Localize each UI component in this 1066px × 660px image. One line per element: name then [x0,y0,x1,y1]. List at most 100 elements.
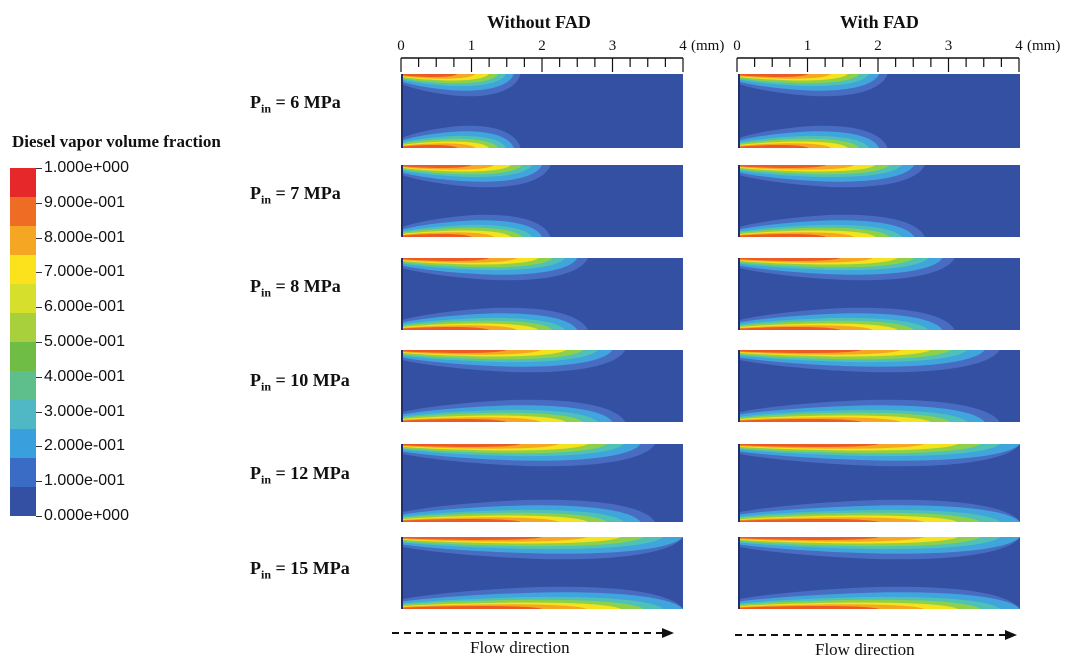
legend-color-swatch [10,226,36,256]
contour-field [738,258,955,330]
legend-label: 1.000e-001 [44,472,125,490]
contour-panel-with-fad [738,444,1020,522]
legend-color-swatch [10,255,36,285]
contour-panel-without-fad [401,165,683,237]
pressure-label: Pin = 7 MPa [250,183,341,208]
legend-color-swatch [10,168,36,198]
pressure-value: = 15 MPa [271,558,350,578]
legend-color-swatch [10,487,36,516]
pressure-subscript: in [261,472,272,487]
axis-tick-label: 0 [733,38,741,54]
contour-field [738,74,888,148]
axis-tick-label: 4 [1015,38,1023,54]
contour-panel-with-fad [738,350,1020,422]
legend-label: 6.000e-001 [44,298,125,316]
contour-field [738,350,1000,422]
cavitation-contour [738,350,862,353]
legend-color-swatch [10,400,36,430]
cavitation-contour [401,74,458,77]
pressure-symbol: P [250,558,261,578]
axis-tick-label: 0 [397,38,405,54]
flow-arrow-without-fad [392,628,674,638]
pressure-value: = 6 MPa [271,92,341,112]
contour-panel-without-fad [401,74,683,148]
cavitation-contour [401,327,490,330]
axis-unit-label: (mm) [691,38,724,54]
cavitation-contour [738,145,809,148]
legend-tick [36,376,42,378]
cavitation-contour [738,327,841,330]
legend-color-swatch [10,342,36,372]
contour-panel-without-fad [401,258,683,330]
cavitation-contour [738,74,809,77]
pressure-label: Pin = 12 MPa [250,463,350,488]
pressure-label: Pin = 6 MPa [250,92,341,117]
legend-tick [36,411,42,413]
pressure-value: = 10 MPa [271,370,350,390]
flow-arrow-with-fad [735,630,1017,640]
column-title-with-fad: With FAD [840,12,919,32]
axis-tick-label: 2 [874,38,882,54]
legend-tick [36,446,42,448]
contour-field [401,74,521,148]
legend-label: 3.000e-001 [44,402,125,420]
cavitation-contour [401,350,507,353]
pressure-symbol: P [250,370,261,390]
pressure-value: = 8 MPa [271,276,341,296]
pressure-value: = 12 MPa [271,463,350,483]
legend-label: 8.000e-001 [44,228,125,246]
legend-tick [36,237,42,239]
legend-tick [36,516,42,517]
flow-direction-label-without-fad: Flow direction [470,638,570,657]
cavitation-contour [401,145,458,148]
legend-color-swatch [10,429,36,459]
legend-colorbar [10,168,36,516]
contour-field [401,165,551,237]
legend-color-swatch [10,458,36,488]
contour-panel-without-fad [401,350,683,422]
pressure-value: = 7 MPa [271,183,341,203]
pressure-symbol: P [250,92,261,112]
contour-panel-without-fad [401,444,683,522]
cavitation-contour [738,606,879,609]
contour-field [738,444,1020,522]
cavitation-contour [401,537,542,540]
cavitation-contour [738,537,879,540]
cavitation-contour [401,419,507,422]
axis-tick-label: 3 [945,38,953,54]
axis-tick-label: 4 [679,38,687,54]
x-axis-with-fad: 0 1 2 3 4 (mm) [733,38,1060,72]
pressure-subscript: in [261,101,272,116]
pressure-symbol: P [250,463,261,483]
legend-tick [36,272,42,274]
axis-tick-label: 3 [609,38,617,54]
cavitation-contour [401,606,542,609]
legend-tick [36,481,42,483]
legend-label: 4.000e-001 [44,367,125,385]
cavitation-contour [738,419,862,422]
legend-color-swatch [10,313,36,343]
axis-tick-label: 1 [468,38,476,54]
legend-label: 2.000e-001 [44,437,125,455]
contour-panel-with-fad [738,165,1020,237]
contour-panel-without-fad [401,537,683,609]
contour-panel-with-fad [738,537,1020,609]
contour-field [401,537,683,609]
contour-field [401,350,626,422]
legend-label: 0.000e+000 [44,507,129,524]
contour-panel-with-fad [738,74,1020,148]
contour-field [738,165,925,237]
legend: Diesel vapor volume fraction 1.000e+000 9… [8,132,288,532]
legend-label: 7.000e-001 [44,263,125,281]
pressure-label: Pin = 10 MPa [250,370,350,395]
cavitation-contour [401,444,521,447]
cavitation-contour [738,519,879,522]
pressure-symbol: P [250,276,261,296]
legend-tick [36,202,42,204]
legend-title: Diesel vapor volume fraction [12,132,221,151]
cavitation-contour [401,258,490,261]
axis-unit-label: (mm) [1027,38,1060,54]
cavitation-contour [401,519,521,522]
pressure-label: Pin = 8 MPa [250,276,341,301]
x-axis-without-fad: 0 1 2 3 4 (mm) [397,38,724,72]
